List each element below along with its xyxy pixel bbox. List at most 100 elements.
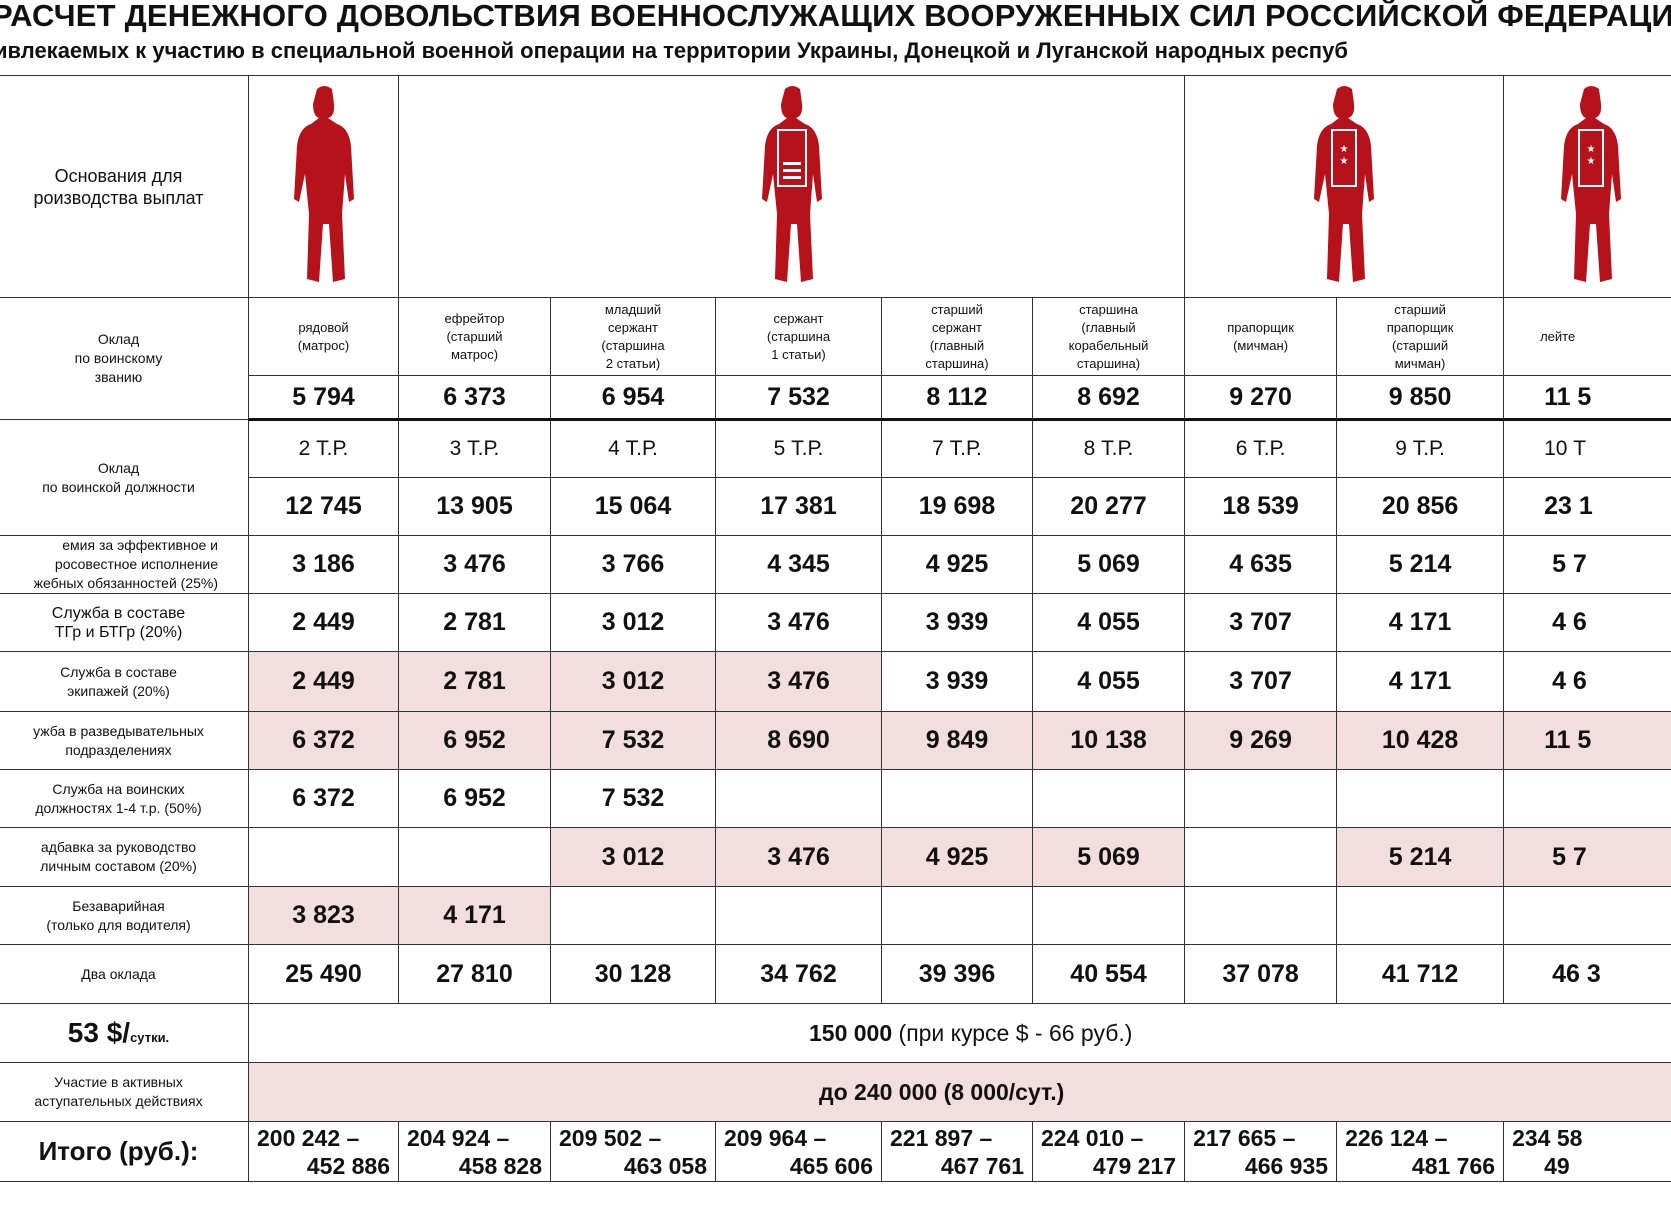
rank-name: рядовой (матрос) — [248, 297, 399, 376]
active-label: Участие в активных аступательных действи… — [0, 1062, 249, 1122]
recon-value: 9 269 — [1184, 711, 1338, 770]
total-min: 209 502 – — [559, 1124, 662, 1151]
tariff-value: 9 Т.Р. — [1336, 419, 1505, 478]
driver-value: 3 823 — [248, 886, 399, 945]
lead-value: 4 925 — [881, 827, 1033, 887]
crew-value: 4 055 — [1031, 651, 1186, 712]
daily-rate-rub: 150 000 — [809, 1019, 893, 1046]
total-value: 217 665 –466 935 — [1184, 1121, 1338, 1182]
tier-value: 6 372 — [248, 769, 399, 828]
tier-value — [1184, 769, 1338, 828]
two-salaries-value: 39 396 — [881, 944, 1033, 1004]
premium-value: 4 635 — [1184, 535, 1338, 594]
tariff-value: 2 Т.Р. — [248, 419, 399, 478]
tier-value — [715, 769, 882, 828]
two-salaries-value: 25 490 — [248, 944, 399, 1004]
crew-value: 4 171 — [1336, 651, 1505, 712]
rank-salary-value: 5 794 — [248, 375, 399, 421]
tier-label: Служба на воинских должностях 1-4 т.р. (… — [0, 769, 249, 828]
two-salaries-label: Два оклада — [0, 944, 249, 1004]
total-min: 226 124 – — [1345, 1124, 1448, 1151]
total-max: 479 217 — [1092, 1152, 1177, 1179]
total-min: 209 964 – — [724, 1124, 827, 1151]
crew-label: Служба в составе экипажей (20%) — [0, 651, 249, 712]
total-label: Итого (руб.): — [0, 1121, 249, 1182]
driver-value — [550, 886, 716, 945]
svg-text:★: ★ — [1340, 156, 1349, 167]
tariff-value: 8 Т.Р. — [1031, 419, 1186, 478]
crew-value: 3 939 — [881, 651, 1033, 712]
recon-value: 6 372 — [248, 711, 399, 770]
lead-value: 5 069 — [1031, 827, 1186, 887]
total-value: 209 964 –465 606 — [715, 1121, 882, 1182]
premium-label: емия за эффективное и росовестное исполн… — [0, 535, 249, 594]
rank-salary-value: 9 850 — [1336, 375, 1505, 421]
soldier-silhouette-icon: ★ ★ — [1314, 86, 1375, 282]
soldier-cell: ★ ★ — [1503, 75, 1671, 298]
total-max: 465 606 — [789, 1152, 873, 1179]
soldier-cell — [248, 75, 399, 298]
rank-name: младший сержант (старшина 2 статьи) — [550, 297, 716, 376]
tgr-value: 2 449 — [248, 593, 399, 652]
lead-value: 5 214 — [1336, 827, 1505, 887]
rank-salary-value: 11 5 — [1503, 375, 1671, 421]
lead-label: адбавка за руководство личным составом (… — [0, 827, 249, 887]
driver-value — [1031, 886, 1186, 945]
two-salaries-value: 46 3 — [1503, 944, 1671, 1004]
position-salary-label: Оклад по воинской должности — [0, 419, 249, 536]
basis-label: Основания для роизводства выплат — [0, 75, 249, 298]
position-salary-value: 20 856 — [1336, 477, 1505, 536]
premium-value: 5 7 — [1503, 535, 1671, 594]
tgr-value: 3 707 — [1184, 593, 1338, 652]
position-salary-value: 20 277 — [1031, 477, 1186, 536]
svg-text:★: ★ — [1587, 144, 1596, 155]
two-salaries-value: 40 554 — [1031, 944, 1186, 1004]
recon-value: 8 690 — [715, 711, 882, 770]
driver-label: Безаварийная (только для водителя) — [0, 886, 249, 945]
soldier-silhouette-icon — [293, 86, 354, 282]
tariff-value: 7 Т.Р. — [881, 419, 1033, 478]
tariff-value: 4 Т.Р. — [550, 419, 716, 478]
total-min: 224 010 – — [1041, 1124, 1144, 1151]
crew-value: 3 476 — [715, 651, 882, 712]
rank-name: старший сержант (главный старшина) — [881, 297, 1033, 376]
recon-value: 10 428 — [1336, 711, 1505, 770]
position-salary-value: 13 905 — [398, 477, 551, 536]
lead-value: 3 476 — [715, 827, 882, 887]
total-value: 200 242 –452 886 — [248, 1121, 399, 1182]
lead-value — [1184, 827, 1338, 887]
daily-rate-label: 53 $/сутки. — [0, 1003, 249, 1063]
tgr-value: 2 781 — [398, 593, 551, 652]
payment-table: Основания для роизводства выплат ★ ★ — [0, 75, 1671, 1182]
rank-name: лейте — [1503, 297, 1671, 376]
soldier-silhouette-icon: ★ ★ — [1561, 86, 1622, 282]
driver-value — [715, 886, 882, 945]
tgr-value: 4 055 — [1031, 593, 1186, 652]
rank-salary-label: Оклад по воинскому званию — [0, 297, 249, 420]
lead-value: 3 012 — [550, 827, 716, 887]
two-salaries-value: 37 078 — [1184, 944, 1338, 1004]
rank-salary-value: 9 270 — [1184, 375, 1338, 421]
position-salary-value: 15 064 — [550, 477, 716, 536]
total-max: 467 761 — [940, 1152, 1024, 1179]
recon-label: ужба в разведывательных подразделениях — [0, 711, 249, 770]
rank-name: сержант (старшина 1 статьи) — [715, 297, 882, 376]
total-min: 204 924 – — [407, 1124, 510, 1151]
tgr-value: 4 6 — [1503, 593, 1671, 652]
tariff-value: 3 Т.Р. — [398, 419, 551, 478]
tariff-value: 6 Т.Р. — [1184, 419, 1338, 478]
driver-value — [881, 886, 1033, 945]
rank-name: ефрейтор (старший матрос) — [398, 297, 551, 376]
total-value: 221 897 –467 761 — [881, 1121, 1033, 1182]
tgr-value: 3 012 — [550, 593, 716, 652]
two-salaries-value: 30 128 — [550, 944, 716, 1004]
svg-text:★: ★ — [1340, 144, 1349, 155]
tier-value — [1503, 769, 1671, 828]
tariff-value: 5 Т.Р. — [715, 419, 882, 478]
total-max: 466 935 — [1244, 1152, 1329, 1179]
crew-value: 2 449 — [248, 651, 399, 712]
soldier-cell — [397, 75, 1186, 298]
tgr-value: 3 476 — [715, 593, 882, 652]
two-salaries-value: 41 712 — [1336, 944, 1505, 1004]
rank-name: старшина (главный корабельный старшина) — [1031, 297, 1186, 376]
